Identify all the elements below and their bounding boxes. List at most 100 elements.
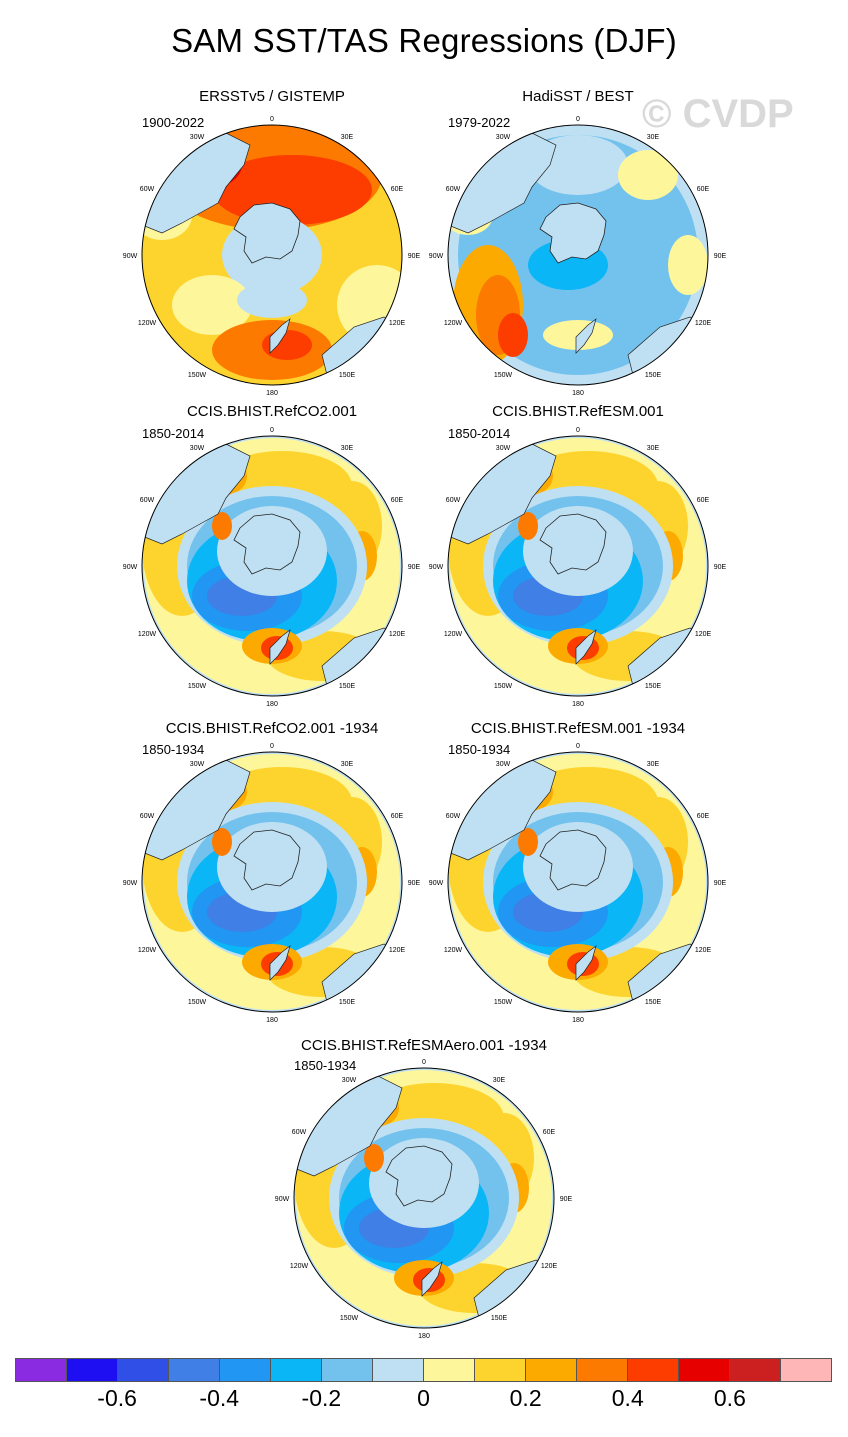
antarctica-land bbox=[233, 202, 301, 264]
lon-label-0: 0 bbox=[576, 743, 580, 750]
map-border bbox=[447, 751, 709, 1013]
lon-label-30e: 30E bbox=[647, 445, 660, 452]
contour-region bbox=[618, 150, 678, 200]
lon-label-150e: 150E bbox=[645, 683, 662, 690]
lon-label-90e: 90E bbox=[714, 564, 727, 571]
lon-label-0: 0 bbox=[270, 116, 274, 123]
polar-map-2: 0 30E 60E 90E 120E 150E 180 150W 120W 90… bbox=[429, 116, 727, 397]
lon-label-30w: 30W bbox=[190, 761, 205, 768]
colorbar-box bbox=[679, 1359, 730, 1381]
lon-label-30e: 30E bbox=[647, 134, 660, 141]
lon-label-150w: 150W bbox=[188, 999, 207, 1006]
lon-label-30w: 30W bbox=[496, 445, 511, 452]
lon-label-60w: 60W bbox=[140, 813, 155, 820]
colorbar-box bbox=[67, 1359, 118, 1381]
polar-map-6: 0 30E 60E 90E 120E 150E 180 150W 120W 90… bbox=[429, 743, 727, 1024]
colorbar-label: 0.2 bbox=[509, 1385, 542, 1411]
new-zealand-land bbox=[269, 318, 291, 354]
map-border bbox=[293, 1067, 555, 1329]
colorbar-label: 0 bbox=[417, 1385, 430, 1411]
lon-label-90w: 90W bbox=[123, 880, 138, 887]
lon-label-180: 180 bbox=[572, 1017, 584, 1024]
panel-period-4: 1850-2014 bbox=[448, 426, 511, 441]
lon-label-120w: 120W bbox=[138, 631, 157, 638]
contour-region bbox=[172, 275, 252, 335]
lon-label-90e: 90E bbox=[408, 880, 421, 887]
map-field bbox=[142, 436, 402, 696]
contour-region bbox=[364, 1144, 384, 1172]
lon-label-150e: 150E bbox=[339, 372, 356, 379]
lon-label-90w: 90W bbox=[123, 253, 138, 260]
lon-label-120w: 120W bbox=[290, 1263, 309, 1270]
colorbar bbox=[15, 1358, 832, 1382]
lon-label-90e: 90E bbox=[408, 564, 421, 571]
colorbar-box bbox=[220, 1359, 271, 1381]
africa-land bbox=[682, 436, 708, 477]
colorbar-box bbox=[424, 1359, 475, 1381]
lon-label-60e: 60E bbox=[543, 1129, 556, 1136]
lon-label-150w: 150W bbox=[494, 999, 513, 1006]
lon-label-120e: 120E bbox=[389, 320, 406, 327]
map-border bbox=[141, 124, 403, 386]
lon-label-60e: 60E bbox=[697, 813, 710, 820]
lon-label-120w: 120W bbox=[444, 320, 463, 327]
lon-label-90w: 90W bbox=[275, 1196, 290, 1203]
lon-label-180: 180 bbox=[418, 1333, 430, 1340]
new-zealand-land bbox=[421, 1261, 443, 1297]
africa-land bbox=[528, 1068, 554, 1109]
lon-label-30w: 30W bbox=[190, 445, 205, 452]
lon-label-180: 180 bbox=[572, 701, 584, 708]
lon-label-90w: 90W bbox=[429, 564, 444, 571]
new-zealand-land bbox=[575, 318, 597, 354]
figure-title: SAM SST/TAS Regressions (DJF) bbox=[171, 22, 677, 59]
lon-label-60e: 60E bbox=[391, 813, 404, 820]
panel-title-1: ERSSTv5 / GISTEMP bbox=[199, 88, 345, 105]
contour-region bbox=[212, 512, 232, 540]
africa-land bbox=[682, 752, 708, 793]
lon-label-120w: 120W bbox=[138, 947, 157, 954]
lon-label-120e: 120E bbox=[695, 631, 712, 638]
lon-label-180: 180 bbox=[266, 701, 278, 708]
lon-label-150e: 150E bbox=[339, 683, 356, 690]
lon-label-30w: 30W bbox=[496, 761, 511, 768]
colorbar-box bbox=[16, 1359, 67, 1381]
antarctica-land bbox=[385, 1145, 453, 1207]
antarctica-land bbox=[539, 202, 607, 264]
lon-label-120w: 120W bbox=[444, 947, 463, 954]
lon-label-30e: 30E bbox=[341, 761, 354, 768]
antarctica-land bbox=[539, 829, 607, 891]
lon-label-0: 0 bbox=[576, 116, 580, 123]
africa-land bbox=[376, 752, 402, 793]
colorbar-box bbox=[322, 1359, 373, 1381]
lon-label-0: 0 bbox=[270, 427, 274, 434]
new-zealand-land bbox=[575, 629, 597, 665]
lon-label-90w: 90W bbox=[123, 564, 138, 571]
lon-label-90e: 90E bbox=[408, 253, 421, 260]
polar-map-7: 0 30E 60E 90E 120E 150E 180 150W 120W 90… bbox=[275, 1059, 573, 1340]
panel-title-3: CCIS.BHIST.RefCO2.001 bbox=[186, 403, 358, 420]
lon-label-60e: 60E bbox=[697, 497, 710, 504]
lon-label-60w: 60W bbox=[292, 1129, 307, 1136]
lon-label-150w: 150W bbox=[188, 372, 207, 379]
new-zealand-land bbox=[269, 945, 291, 981]
colorbar-label: 0.4 bbox=[611, 1385, 644, 1411]
africa-land bbox=[376, 436, 402, 477]
antarctica-land bbox=[233, 513, 301, 575]
lon-label-60w: 60W bbox=[446, 813, 461, 820]
contour-region bbox=[262, 330, 312, 360]
panel-title-2: HadiSST / BEST bbox=[522, 88, 634, 105]
lon-label-120e: 120E bbox=[695, 320, 712, 327]
lon-label-120e: 120E bbox=[695, 947, 712, 954]
contour-region bbox=[518, 512, 538, 540]
colorbar-box bbox=[118, 1359, 169, 1381]
lon-label-60w: 60W bbox=[140, 497, 155, 504]
contour-region bbox=[237, 282, 307, 318]
colorbar-box bbox=[373, 1359, 424, 1381]
map-field bbox=[142, 125, 402, 385]
panel-period-7: 1850-1934 bbox=[294, 1058, 357, 1073]
lon-label-150e: 150E bbox=[645, 999, 662, 1006]
lon-label-150w: 150W bbox=[494, 683, 513, 690]
africa-land bbox=[376, 125, 402, 166]
colorbar-label: -0.2 bbox=[301, 1385, 342, 1411]
lon-label-90w: 90W bbox=[429, 253, 444, 260]
